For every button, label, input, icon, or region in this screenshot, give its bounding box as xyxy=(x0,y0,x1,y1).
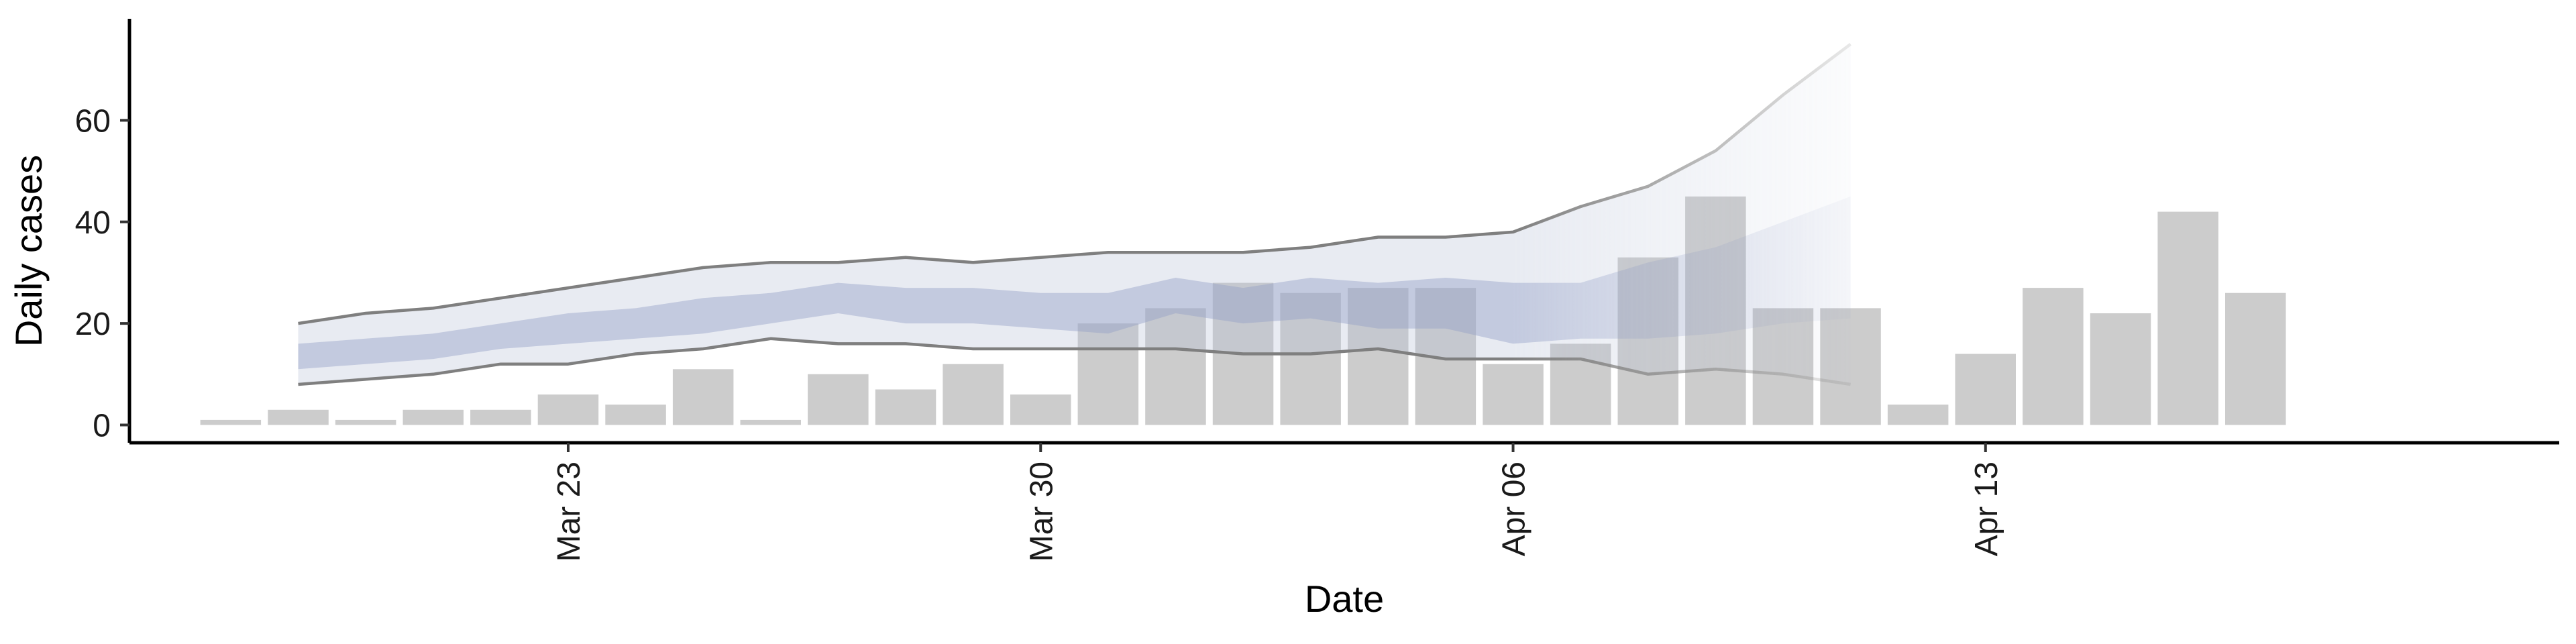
bar xyxy=(2090,313,2151,425)
bar xyxy=(200,419,262,425)
bars-layer xyxy=(200,196,2286,425)
bar xyxy=(402,409,464,425)
bar xyxy=(1145,308,1206,425)
projection-upper-bound-line xyxy=(298,43,1851,325)
bar xyxy=(672,369,734,425)
x-tick-label: Mar 30 xyxy=(1024,462,1059,561)
projection-band-layer xyxy=(298,43,1851,386)
bar xyxy=(875,389,936,425)
y-tick-label: 20 xyxy=(75,307,111,342)
projection-lower-bound-line xyxy=(298,337,1851,386)
bar xyxy=(1887,405,1949,425)
bar xyxy=(2023,288,2084,425)
bar xyxy=(268,409,329,425)
axes: 0 20 40 60 Mar 23 Mar 30 Apr 06 Apr 13 xyxy=(75,19,2559,561)
x-axis-title: Date xyxy=(1305,578,1384,620)
bar xyxy=(1483,364,1544,425)
bar xyxy=(1685,196,1746,425)
y-axis-ticks: 0 20 40 60 xyxy=(75,103,129,444)
bar xyxy=(1010,394,1071,425)
x-tick-label: Apr 13 xyxy=(1969,462,2004,556)
bar xyxy=(1752,308,1814,425)
projection-band-outer xyxy=(298,44,1851,385)
bar xyxy=(1280,292,1341,425)
bar xyxy=(2157,211,2218,425)
bar xyxy=(1077,323,1139,425)
bar xyxy=(1955,354,2016,425)
bar xyxy=(740,419,801,425)
y-tick-label: 60 xyxy=(75,103,111,139)
bar xyxy=(605,405,666,425)
bar xyxy=(943,364,1004,425)
projection-band-inner xyxy=(298,196,1851,370)
bar xyxy=(808,374,869,425)
bar xyxy=(1617,257,1678,425)
bar xyxy=(470,409,531,425)
y-tick-label: 0 xyxy=(93,409,111,444)
y-tick-label: 40 xyxy=(75,205,111,241)
x-tick-label: Apr 06 xyxy=(1497,462,1532,556)
bar xyxy=(537,394,599,425)
bar xyxy=(1820,308,1881,425)
bar xyxy=(1550,343,1611,425)
bar xyxy=(2225,292,2286,425)
y-axis-title: Daily cases xyxy=(7,155,50,347)
x-tick-label: Mar 23 xyxy=(551,462,587,561)
x-axis-ticks: Mar 23 Mar 30 Apr 06 Apr 13 xyxy=(551,443,2004,561)
bar xyxy=(1348,288,1409,425)
bar xyxy=(335,419,396,425)
